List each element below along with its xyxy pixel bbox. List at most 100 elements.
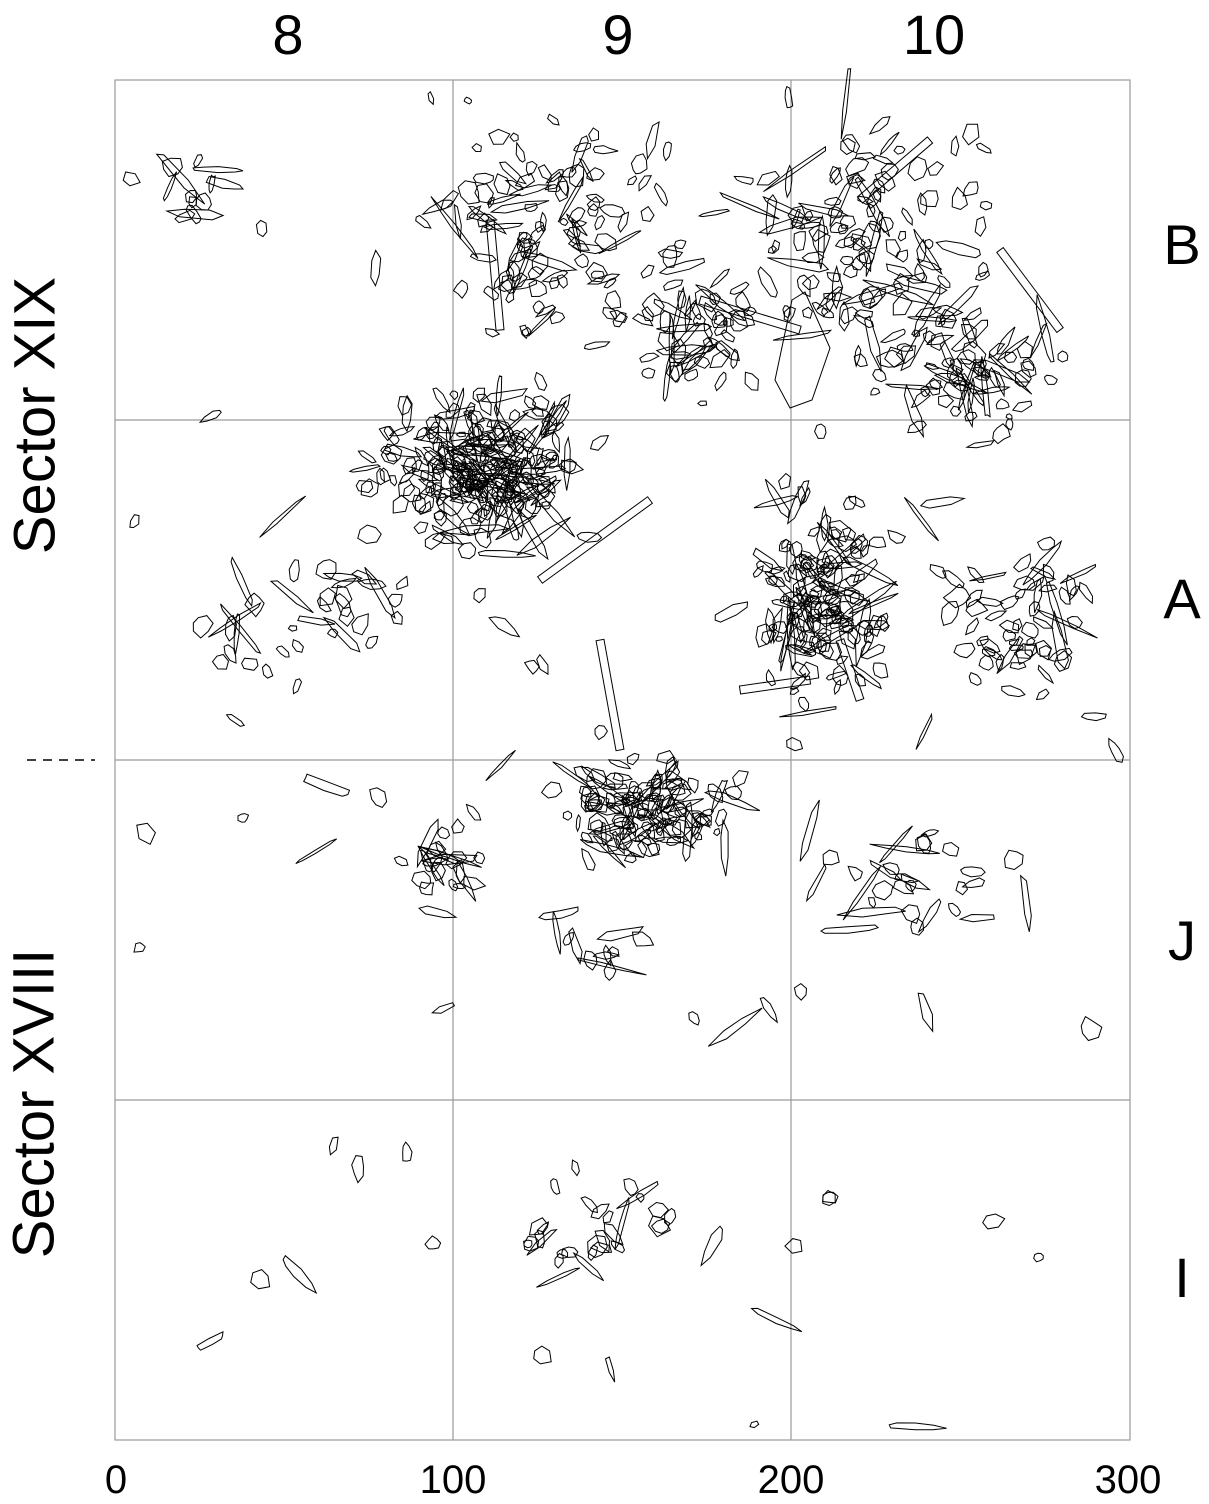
bone-fragment (664, 1207, 677, 1227)
bone-fragment (828, 616, 850, 630)
bone-fragment (964, 411, 978, 422)
bone-fragment (208, 174, 216, 194)
bone-fragment (793, 612, 806, 644)
bone-fragment (998, 619, 1020, 634)
bone-fragment (586, 768, 608, 790)
bone-fragment (451, 818, 465, 834)
bone-fragment (586, 196, 601, 212)
bone-fragment (896, 343, 914, 352)
bone-fragment (787, 644, 814, 656)
bone-fragment (357, 450, 377, 464)
bone-fragment (942, 382, 967, 401)
bone-fragment (743, 306, 757, 317)
bone-fragment (864, 315, 882, 372)
bone-fragment (972, 386, 1011, 395)
bone-fragment (571, 218, 582, 254)
bone-fragment (1029, 322, 1048, 359)
bone-fragment (820, 505, 829, 542)
bone-fragment (616, 1180, 659, 1210)
bone-fragment (669, 783, 692, 802)
bone-fragment (472, 172, 494, 185)
bone-fragment (453, 203, 462, 240)
bone-fragment (893, 145, 906, 155)
bone-fragment (847, 865, 863, 882)
bone-fragment (937, 275, 951, 288)
bone-fragment (536, 653, 549, 676)
bone-fragment (587, 791, 606, 812)
bone-fragment (1053, 650, 1073, 673)
bone-fragment (907, 156, 928, 182)
bone-fragment (669, 365, 680, 383)
bone-fragment (402, 1141, 413, 1162)
bone-fragment (966, 566, 985, 584)
bone-fragment (730, 310, 749, 332)
bone-fragment (473, 588, 486, 604)
bone-fragment (522, 408, 552, 420)
bone-fragment (872, 189, 882, 203)
bone-fragment (488, 128, 511, 145)
bone-fragment (133, 942, 146, 953)
bone-fragment (383, 443, 423, 458)
bone-fragment (505, 291, 515, 304)
bone-fragment (696, 400, 708, 407)
bone-fragment (967, 377, 975, 413)
bone-fragment (809, 585, 825, 593)
bone-fragment (832, 664, 849, 686)
bone-fragment (879, 328, 906, 344)
bone-fragment (656, 322, 713, 333)
bone-fragment (664, 777, 687, 791)
bone-fragment (858, 247, 872, 273)
bone-fragment (548, 403, 570, 428)
bone-fragment (818, 561, 863, 570)
bone-fragment (525, 160, 538, 177)
bone-fragment (771, 239, 781, 255)
bone-fragment (448, 878, 459, 892)
bone-fragment (211, 653, 230, 670)
bone-fragment (580, 831, 594, 844)
bone-fragment (958, 913, 995, 923)
bone-fragment (602, 307, 617, 320)
bone-fragment (917, 992, 934, 1033)
bone-fragment (834, 236, 858, 249)
bone-fragment (509, 500, 525, 539)
bone-fragment (402, 457, 417, 475)
grid (114, 79, 1131, 1441)
bone-fragment (1005, 413, 1013, 420)
bone-fragment (494, 422, 505, 443)
bone-fragment (849, 591, 865, 606)
bone-fragment (708, 336, 731, 358)
bone-fragment (913, 228, 943, 276)
bone-fragment (609, 825, 621, 837)
bone-fragment (720, 329, 736, 343)
bone-fragment (445, 426, 455, 470)
bone-fragment (941, 570, 965, 589)
bone-fragment (457, 453, 520, 469)
bone-fragment (617, 211, 630, 233)
bone-fragment (174, 209, 196, 224)
bone-fragment (532, 300, 545, 315)
bone-fragment (192, 166, 244, 174)
bone-fragment (230, 556, 253, 608)
bone-fragment (496, 457, 513, 470)
bone-fragment (713, 314, 728, 326)
bone-fragment (759, 997, 778, 1024)
bone-fragment (635, 1193, 645, 1203)
bone-fragment (592, 145, 619, 155)
bone-fragment (627, 785, 644, 802)
bone-fragment (703, 324, 713, 341)
bone-fragment (288, 559, 300, 583)
bone-fragment (819, 561, 835, 578)
bone-fragment (975, 142, 992, 154)
bone-fragment (1035, 294, 1055, 363)
bone-fragments (122, 68, 1124, 1431)
bone-fragment (303, 773, 351, 797)
bone-fragment (1035, 688, 1050, 701)
bone-fragment (590, 819, 604, 833)
bone-fragment (568, 927, 583, 966)
bone-fragment (552, 761, 593, 790)
bone-fragment (402, 483, 422, 503)
bone-fragment (821, 308, 835, 319)
bone-fragment (520, 251, 578, 272)
bone-fragment (684, 295, 692, 333)
bone-fragment (924, 238, 934, 250)
